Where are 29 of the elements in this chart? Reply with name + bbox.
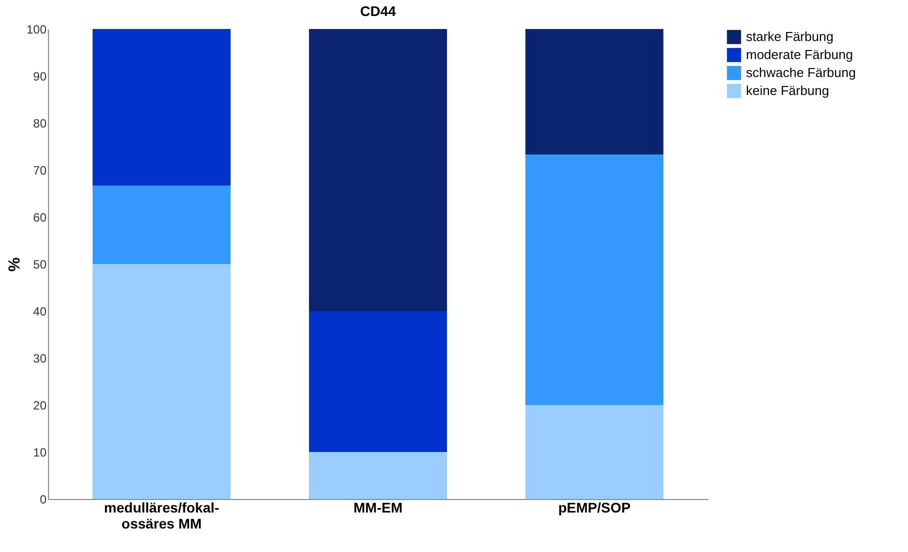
y-tick-label: 30 [33,352,47,366]
y-tick-label: 90 [33,70,47,84]
legend-label: keine Färbung [746,83,830,98]
y-tick-label: 40 [33,304,47,318]
chart-title: CD44 [360,3,396,19]
y-tick-label: 70 [33,164,47,178]
bar [525,29,664,154]
y-axis-title: % [6,257,24,272]
y-tick-label: 80 [33,116,47,130]
y-tick-label: 20 [33,398,47,412]
legend-label: starke Färbung [746,29,834,44]
bar [92,264,231,499]
bar [309,311,447,452]
y-tick-label: 60 [33,210,47,224]
bar [92,29,231,186]
bar [525,154,664,405]
bar [309,29,447,311]
y-tick-label: 50 [33,258,47,272]
bar [92,186,231,264]
y-tick-label: 100 [26,22,47,36]
x-tick-label: MM-EM [354,500,402,516]
bar [309,452,447,499]
legend-label: schwache Färbung [746,65,856,80]
x-tick-label: medulläres/fokal- ossäres MM [104,500,220,532]
y-tick-label: 10 [33,446,47,460]
legend-label: moderate Färbung [746,47,853,62]
x-tick-label: pEMP/SOP [558,500,631,516]
bar [525,405,664,499]
y-tick-label: 0 [40,492,47,506]
